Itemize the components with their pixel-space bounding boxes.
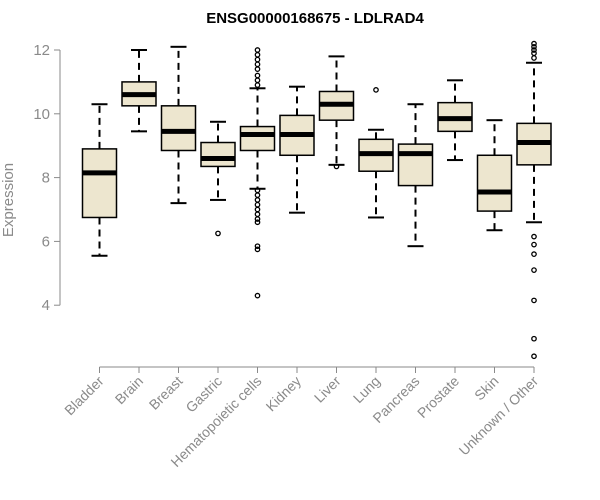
outlier-point: [333, 163, 340, 170]
outlier-point: [531, 297, 537, 304]
x-tick-label: Liver: [311, 373, 344, 406]
y-tick-label: 12: [33, 42, 50, 59]
x-tick-label: Breast: [146, 373, 186, 413]
y-tick-label: 6: [42, 233, 50, 250]
outlier-point: [531, 251, 537, 258]
y-axis-label: Expression: [0, 163, 17, 237]
outlier-point: [254, 292, 261, 299]
outlier-point: [254, 246, 261, 253]
outlier-point: [254, 219, 261, 226]
outlier-point: [254, 77, 261, 84]
box-group: [160, 45, 197, 205]
outlier-point: [254, 211, 261, 218]
outlier-point: [531, 335, 537, 342]
y-tick-label: 4: [42, 297, 50, 314]
outlier-point: [531, 47, 537, 53]
outlier-point: [254, 51, 261, 58]
box: [81, 148, 118, 219]
box-series: [81, 40, 552, 360]
x-tick-label: Bladder: [61, 373, 107, 419]
outlier-point: [531, 353, 537, 360]
box-group: [358, 87, 394, 219]
box-group: [437, 79, 473, 162]
outlier-point: [254, 206, 261, 213]
box-group: [121, 49, 157, 133]
outlier-point: [531, 43, 537, 50]
y-axis: 4 6 8 10 12: [33, 42, 61, 314]
outlier-point: [531, 55, 537, 61]
box-group: [239, 47, 276, 299]
outlier-point: [254, 56, 261, 63]
outlier-point: [254, 82, 261, 88]
x-tick-label: Skin: [471, 373, 502, 404]
outlier-point: [373, 87, 379, 93]
outlier-point: [215, 230, 221, 237]
outlier-point: [254, 197, 261, 203]
box-group: [476, 119, 513, 232]
y-tick-label: 8: [42, 170, 50, 187]
box: [239, 125, 276, 152]
box: [476, 154, 513, 212]
x-tick-label: Kidney: [263, 373, 305, 415]
box: [160, 105, 197, 152]
outlier-point: [254, 192, 261, 198]
outlier-point: [254, 243, 261, 250]
x-tick-label: Lung: [350, 373, 383, 406]
box-group: [81, 103, 118, 257]
box-group: [200, 120, 236, 237]
outlier-point: [531, 233, 537, 240]
box-group: [397, 103, 434, 248]
outlier-point: [254, 66, 261, 72]
outlier-point: [254, 47, 261, 53]
box: [397, 143, 434, 187]
x-tick-label: Brain: [112, 373, 146, 407]
box: [200, 141, 236, 168]
outlier-point: [254, 72, 261, 79]
outlier-point: [531, 241, 537, 248]
outlier-point: [254, 201, 261, 208]
box-group: [318, 55, 355, 170]
outlier-point: [531, 267, 537, 273]
x-tick-label: Prostate: [414, 373, 462, 421]
y-tick-label: 10: [33, 106, 50, 123]
outlier-point: [531, 40, 537, 47]
outlier-point: [254, 61, 261, 68]
chart-title: ENSG00000168675 - LDLRAD4: [206, 10, 424, 27]
outlier-point: [254, 216, 261, 222]
box-group: [516, 40, 552, 360]
box-group: [279, 85, 315, 214]
